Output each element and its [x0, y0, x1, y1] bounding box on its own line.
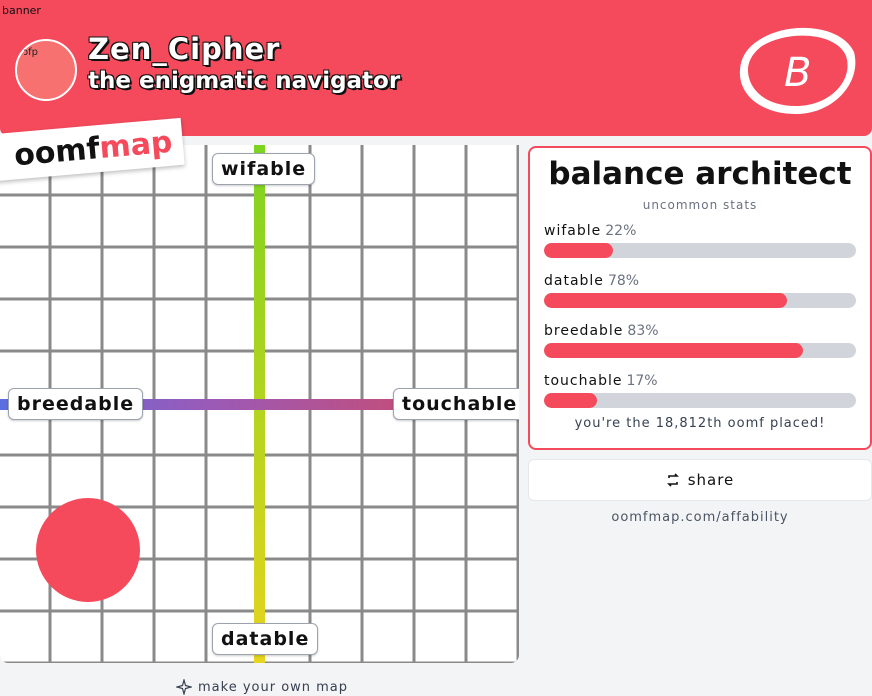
card-title: balance architect — [548, 156, 852, 192]
share-icon — [666, 473, 679, 487]
placed-text: you're the 18,812th oomf placed! — [574, 416, 826, 431]
make-map-link[interactable]: make your own map — [176, 679, 348, 695]
stat-percent: 22% — [605, 223, 637, 239]
sparkle-icon — [176, 679, 192, 695]
brand-part: map — [97, 124, 174, 166]
avatar-alt: pfp — [24, 47, 38, 58]
map: wifable datable breedable touchable — [0, 145, 519, 663]
share-button[interactable]: share — [528, 459, 872, 501]
avatar — [15, 39, 77, 101]
share-label: share — [687, 471, 735, 489]
stat-track — [544, 293, 856, 308]
axis-top: wifable — [212, 153, 316, 185]
stat-row: wifable 22% — [544, 220, 856, 258]
stat-percent: 83% — [627, 323, 659, 339]
user-dot — [36, 498, 140, 602]
header: banner pfp Zen_Cipher the enigmatic navi… — [0, 0, 872, 136]
stat-bar — [544, 393, 598, 408]
logo: B — [739, 27, 856, 115]
stat-name: breedable — [544, 323, 624, 339]
logo-letter: B — [784, 50, 811, 96]
username: Zen_Cipher — [88, 32, 281, 66]
stat-track — [544, 393, 856, 408]
stat-bar — [544, 293, 788, 308]
stat-bar — [544, 243, 613, 258]
banner-alt: banner — [2, 4, 41, 17]
axis-left: breedable — [8, 388, 144, 420]
stat-name: touchable — [544, 373, 623, 389]
stat-row: breedable 83% — [544, 320, 856, 358]
url: oomfmap.com/affability — [611, 510, 789, 525]
stat-name: datable — [544, 273, 604, 289]
make-map-label: make your own map — [198, 679, 349, 695]
stat-name: wifable — [544, 223, 602, 239]
stat-percent: 78% — [607, 273, 640, 289]
brand-part: oomf — [12, 131, 102, 174]
stat-track — [544, 243, 856, 258]
stat-row: datable 78% — [544, 270, 856, 308]
result-card: balance architect uncommon stats wifable… — [528, 146, 872, 450]
stat-row: touchable 17% — [544, 370, 856, 408]
axis-right: touchable — [393, 388, 519, 420]
stat-track — [544, 343, 856, 358]
tagline: the enigmatic navigator — [88, 68, 401, 94]
axis-bottom: datable — [212, 623, 319, 655]
stat-percent: 17% — [626, 373, 658, 389]
stat-bar — [544, 343, 803, 358]
card-subtitle: uncommon stats — [642, 198, 758, 212]
